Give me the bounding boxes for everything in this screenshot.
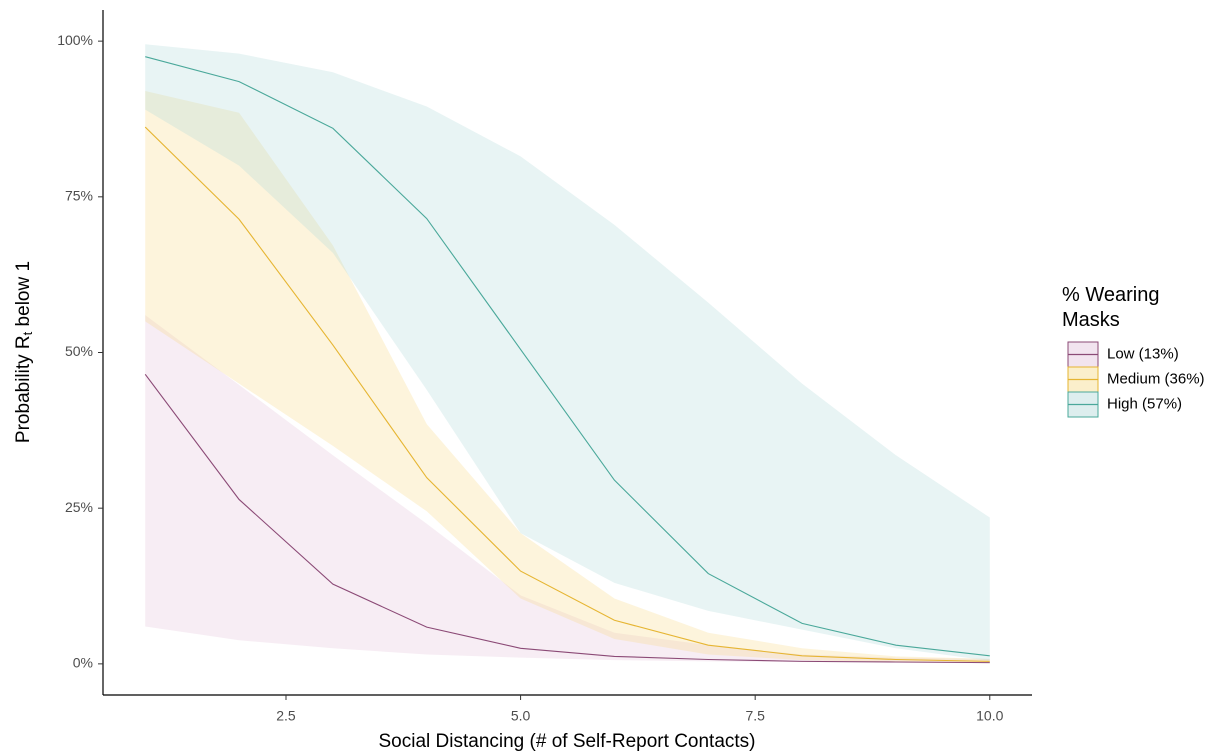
x-tick-label: 7.5 [745, 708, 765, 724]
y-tick-label: 25% [65, 499, 93, 515]
y-label-subscript: t [20, 331, 35, 335]
legend-label: High (57%) [1107, 395, 1182, 412]
ribbon [145, 44, 990, 661]
ribbon [145, 90, 990, 664]
x-tick-label: 10.0 [976, 708, 1003, 724]
line [145, 56, 990, 657]
y-tick-label: 100% [57, 32, 93, 48]
legend-label: Medium (36%) [1107, 370, 1205, 387]
line [144, 126, 990, 662]
y-label-main: Probability R [13, 335, 34, 443]
y-label-rest: below 1 [13, 261, 34, 332]
line [144, 373, 990, 664]
ribbon [145, 315, 990, 664]
plot-area [144, 44, 990, 664]
x-tick-label: 5.0 [511, 708, 531, 724]
x-axis-label: Social Distancing (# of Self-Report Cont… [379, 731, 756, 752]
y-tick-label: 75% [65, 188, 93, 204]
y-tick-label: 50% [65, 343, 93, 359]
y-tick-label: 0% [73, 655, 93, 671]
x-tick-label: 2.5 [276, 708, 296, 724]
legend-label: Low (13%) [1107, 345, 1179, 362]
y-axis-label: Probability Rt below 1 [13, 261, 35, 443]
legend-title: % Wearing Masks [1062, 284, 1160, 331]
